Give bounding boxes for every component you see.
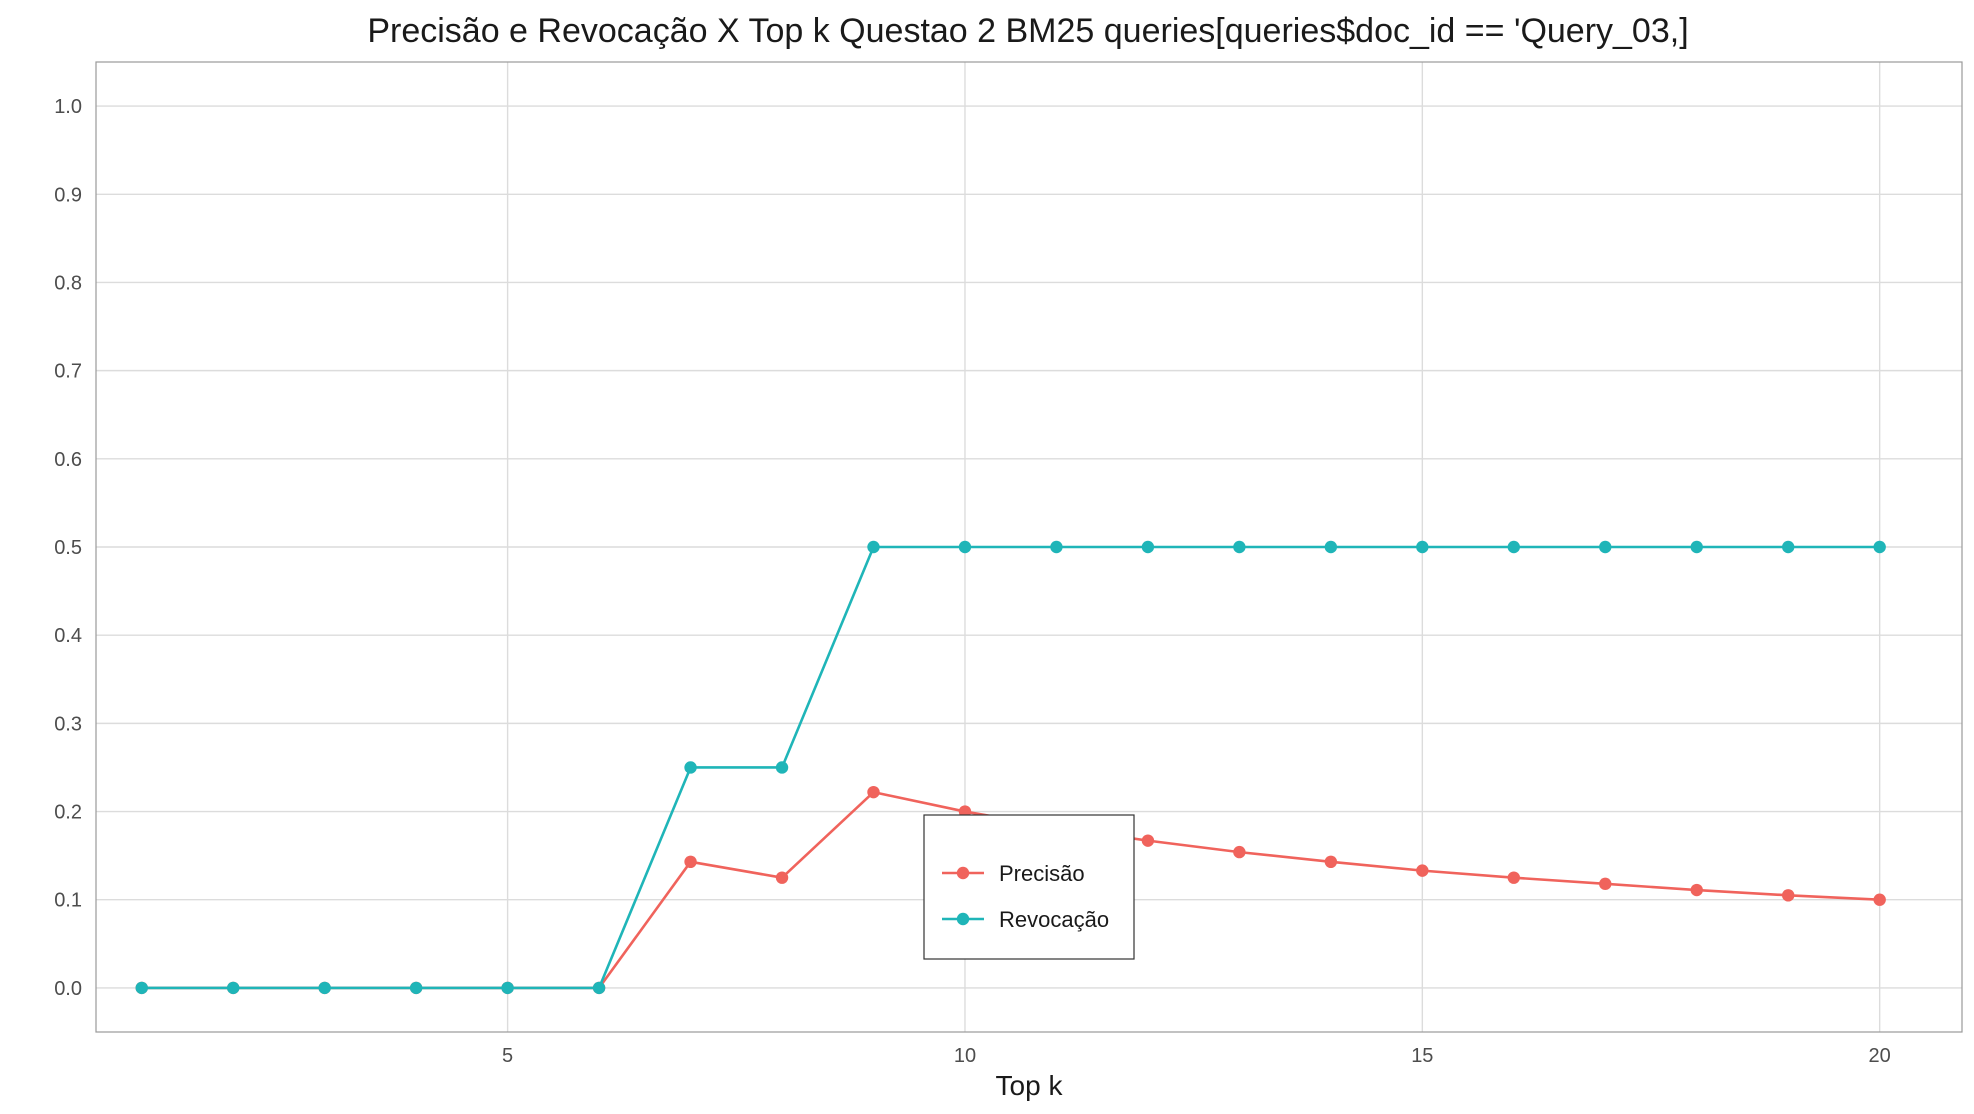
y-tick-label: 0.1 [54, 890, 82, 912]
legend-item-precisao: Precisão [942, 861, 1085, 886]
data-point-precisao [1599, 877, 1612, 891]
x-tick-label: 20 [1869, 1045, 1891, 1067]
x-tick-label: 5 [502, 1045, 513, 1067]
data-point-revocacao [592, 981, 606, 995]
y-tick-label: 0.0 [54, 978, 82, 1000]
y-tick-label: 0.4 [54, 625, 82, 647]
legend-key-dot [956, 866, 970, 880]
x-axis-label: Top k [996, 1070, 1064, 1101]
data-point-revocacao [1782, 540, 1795, 554]
data-point-revocacao [1416, 540, 1429, 554]
data-point-precisao [684, 855, 697, 869]
data-point-revocacao [318, 981, 331, 995]
y-axis-ticks: 0.0 0.1 0.2 0.3 0.4 0.5 0.6 0.7 0.8 0.9 1.0 [54, 96, 82, 1000]
data-point-precisao [775, 871, 789, 884]
data-point-revocacao [684, 761, 697, 774]
data-point-precisao [1507, 871, 1520, 884]
data-point-revocacao [501, 981, 514, 995]
legend-label: Revocação [999, 907, 1109, 932]
data-point-precisao [1324, 855, 1338, 869]
legend-items: Precisão Revocação [942, 861, 1109, 932]
y-tick-label: 0.3 [54, 713, 82, 735]
data-point-revocacao [1690, 540, 1703, 554]
y-tick-label: 0.5 [54, 537, 82, 559]
y-tick-label: 0.6 [54, 449, 82, 471]
data-point-revocacao [409, 981, 423, 995]
data-point-revocacao [775, 761, 789, 774]
y-tick-label: 0.8 [54, 272, 82, 294]
y-tick-label: 0.7 [54, 361, 82, 383]
data-point-revocacao [1873, 540, 1886, 554]
data-point-revocacao [1141, 540, 1155, 554]
legend-label: Precisão [999, 861, 1085, 886]
data-point-revocacao [135, 981, 148, 995]
data-point-precisao [1690, 883, 1703, 897]
legend: Precisão Revocação [923, 814, 1135, 960]
y-tick-label: 0.2 [54, 802, 82, 824]
data-point-precisao [1873, 893, 1886, 906]
y-tick-label: 0.9 [54, 184, 82, 206]
x-tick-label: 15 [1411, 1045, 1433, 1067]
data-point-precisao [867, 785, 880, 799]
data-point-revocacao [867, 540, 880, 554]
data-point-revocacao [1324, 540, 1338, 554]
data-point-precisao [1782, 889, 1795, 902]
x-axis-ticks: 5 10 15 20 [502, 1045, 1891, 1067]
data-point-precisao [1141, 834, 1155, 847]
legend-key-dot [956, 912, 970, 926]
data-point-revocacao [1233, 540, 1246, 554]
data-point-precisao [1416, 864, 1429, 877]
legend-box [923, 814, 1135, 960]
x-tick-label: 10 [954, 1045, 976, 1067]
y-tick-label: 1.0 [54, 96, 82, 118]
legend-item-revocacao: Revocação [942, 907, 1109, 932]
series-line-revocacao [141, 545, 1880, 990]
data-point-revocacao [1050, 540, 1063, 554]
data-point-precisao [1233, 845, 1246, 859]
data-point-revocacao [958, 540, 972, 554]
data-point-revocacao [1507, 540, 1520, 554]
data-point-revocacao [227, 981, 240, 995]
series-lines [135, 540, 1886, 995]
chart-title: Precisão e Revocação X Top k Questao 2 B… [367, 12, 1688, 50]
data-point-revocacao [1599, 540, 1612, 554]
plot-border [95, 61, 1963, 1033]
